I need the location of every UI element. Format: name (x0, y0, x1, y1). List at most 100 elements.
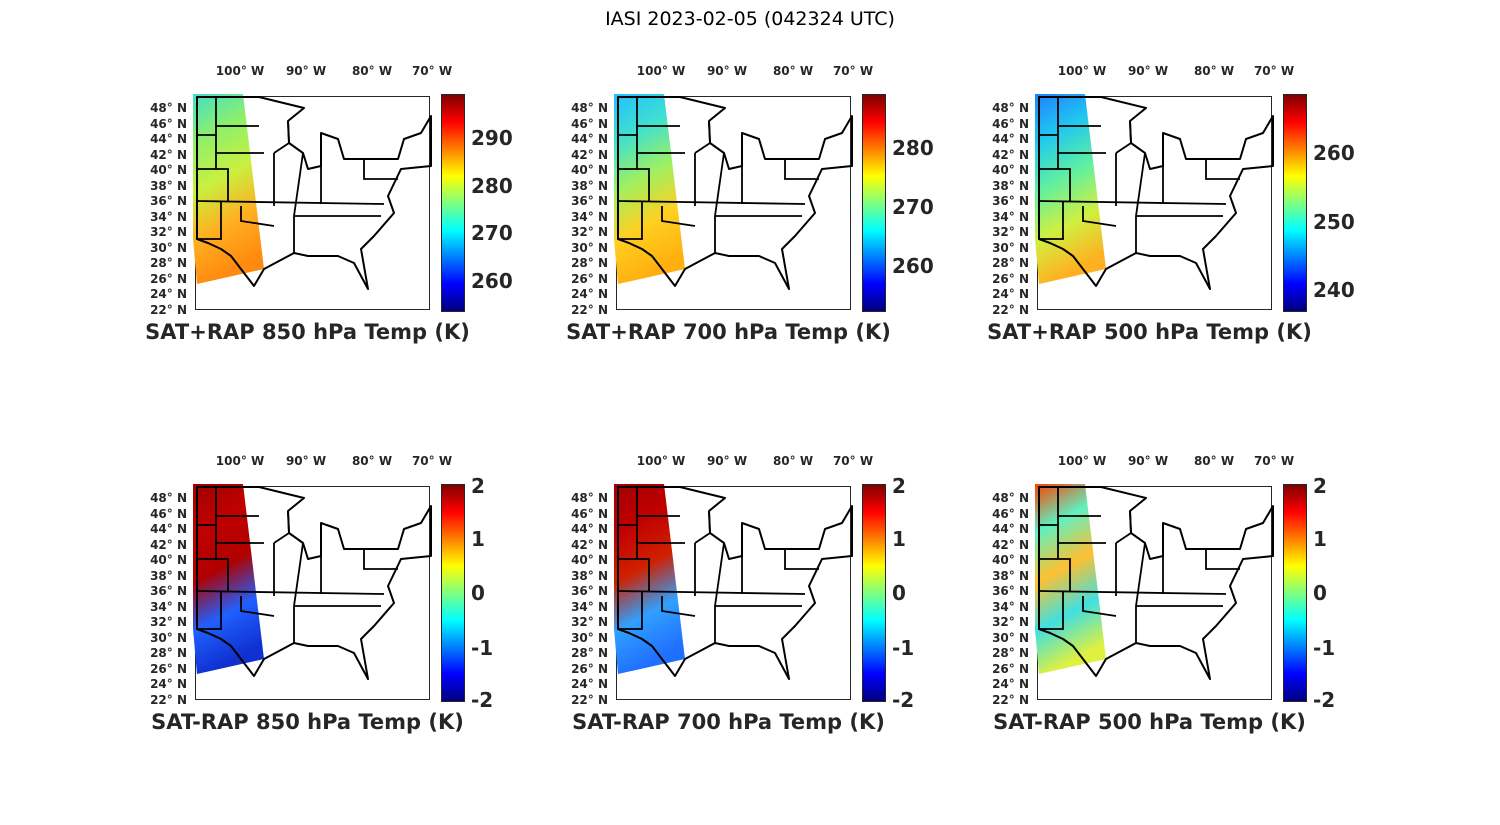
state-border (1038, 200, 1227, 205)
lon-tick-label: 70° W (411, 64, 453, 78)
us-outline (617, 486, 853, 680)
lat-tick-label: 48° N (992, 101, 1029, 115)
map-panel: 100° W 90° W 80° W 70° W 48° N 46° N 44° N 42° … (566, 64, 934, 344)
map-canvas (193, 484, 432, 680)
lat-tick-label: 36° N (150, 584, 187, 598)
lat-tick-label: 38° N (150, 568, 187, 583)
lon-tick-label: 100° W (215, 64, 265, 78)
state-border (293, 542, 304, 643)
state-border (197, 558, 229, 591)
lat-tick-label: 40° N (150, 553, 187, 567)
state-border (1115, 510, 1132, 544)
panel-title: SAT-RAP 500 hPa Temp (K) (993, 710, 1306, 734)
colorbar-tick-label: 260 (471, 269, 513, 294)
lat-tick-label: 22° N (992, 692, 1029, 707)
colorbar-tick-label: 270 (471, 221, 513, 246)
map-panel: 100° W 90° W 80° W 70° W 48° N 46° N 44° N 42° … (987, 64, 1355, 344)
lon-tick-label: 70° W (1253, 454, 1295, 468)
lon-tick-label: 90° W (1127, 64, 1169, 78)
lat-tick-label: 26° N (571, 661, 608, 676)
map-axes (193, 484, 432, 700)
lat-tick-label: 42° N (992, 147, 1029, 162)
colorbar-tick-label: -2 (1313, 688, 1336, 712)
colorbar (1283, 484, 1307, 702)
lat-tick-label: 44° N (992, 522, 1029, 536)
colorbar-tick-label: 1 (892, 526, 906, 551)
lon-tick-label: 80° W (772, 64, 814, 78)
us-outline (617, 96, 853, 290)
colorbar-tick-label: 280 (892, 136, 934, 161)
lat-tick-label: 32° N (150, 615, 187, 629)
lat-tick-label: 44° N (150, 132, 187, 146)
lon-tick-label: 70° W (832, 64, 874, 78)
panel-title: SAT+RAP 500 hPa Temp (K) (987, 320, 1312, 344)
lat-tick-label: 26° N (150, 271, 187, 286)
lon-tick-label: 80° W (1193, 454, 1235, 468)
state-border (1082, 206, 1117, 227)
lat-tick-label: 32° N (992, 225, 1029, 239)
lat-tick-label: 44° N (571, 522, 608, 536)
state-border (714, 152, 725, 253)
lat-tick-label: 34° N (992, 209, 1029, 224)
lat-tick-label: 36° N (992, 194, 1029, 208)
lat-tick-label: 36° N (992, 584, 1029, 598)
lat-tick-label: 38° N (992, 178, 1029, 193)
lat-tick-label: 28° N (571, 646, 608, 660)
lat-tick-label: 40° N (992, 163, 1029, 177)
lon-tick-label: 70° W (832, 454, 874, 468)
state-border (363, 159, 398, 180)
lat-tick-label: 32° N (992, 615, 1029, 629)
state-border (197, 168, 229, 201)
panel-title: SAT-RAP 850 hPa Temp (K) (151, 710, 464, 734)
colorbar (862, 484, 886, 702)
state-border (1039, 558, 1071, 591)
lat-tick-label: 22° N (571, 692, 608, 707)
map-canvas (193, 94, 432, 290)
lat-tick-label: 36° N (150, 194, 187, 208)
lat-tick-label: 48° N (992, 491, 1029, 505)
lat-tick-label: 30° N (992, 630, 1029, 645)
lat-tick-label: 34° N (571, 209, 608, 224)
lat-tick-label: 46° N (992, 116, 1029, 131)
lat-tick-label: 40° N (992, 553, 1029, 567)
lon-tick-label: 100° W (1057, 64, 1107, 78)
lat-tick-label: 38° N (150, 178, 187, 193)
lon-tick-label: 90° W (285, 454, 327, 468)
us-outline (1038, 486, 1274, 680)
colorbar-tick-label: -1 (892, 635, 915, 660)
lat-tick-label: 46° N (992, 506, 1029, 521)
lat-tick-label: 30° N (150, 630, 187, 645)
lat-tick-label: 42° N (150, 537, 187, 552)
lat-tick-label: 22° N (150, 302, 187, 317)
lat-tick-label: 38° N (992, 568, 1029, 583)
lon-tick-label: 90° W (285, 64, 327, 78)
colorbar (1283, 94, 1307, 312)
lon-tick-label: 100° W (215, 454, 265, 468)
lat-tick-label: 26° N (992, 661, 1029, 676)
state-border (784, 159, 819, 180)
lat-tick-label: 46° N (150, 506, 187, 521)
map-panel: 100° W 90° W 80° W 70° W 48° N 46° N 44° N 42° … (150, 454, 493, 734)
lat-tick-label: 26° N (571, 271, 608, 286)
state-border (197, 201, 222, 240)
lat-tick-label: 46° N (571, 116, 608, 131)
lat-tick-label: 34° N (992, 599, 1029, 614)
map-panel: 100° W 90° W 80° W 70° W 48° N 46° N 44° N 42° … (992, 454, 1335, 734)
state-border (197, 591, 222, 630)
lat-tick-label: 44° N (571, 132, 608, 146)
lon-tick-label: 80° W (351, 454, 393, 468)
colorbar-tick-label: 1 (1313, 526, 1327, 551)
lat-tick-label: 44° N (992, 132, 1029, 146)
lat-tick-label: 26° N (992, 271, 1029, 286)
lat-tick-label: 32° N (571, 615, 608, 629)
lat-tick-label: 24° N (992, 677, 1029, 691)
state-border (1038, 590, 1227, 595)
lat-tick-label: 36° N (571, 194, 608, 208)
lon-tick-label: 70° W (1253, 64, 1295, 78)
lon-tick-label: 80° W (351, 64, 393, 78)
map-axes (1035, 484, 1274, 700)
lat-tick-label: 36° N (571, 584, 608, 598)
state-border (240, 596, 275, 617)
colorbar (862, 94, 886, 312)
state-border (293, 152, 304, 253)
